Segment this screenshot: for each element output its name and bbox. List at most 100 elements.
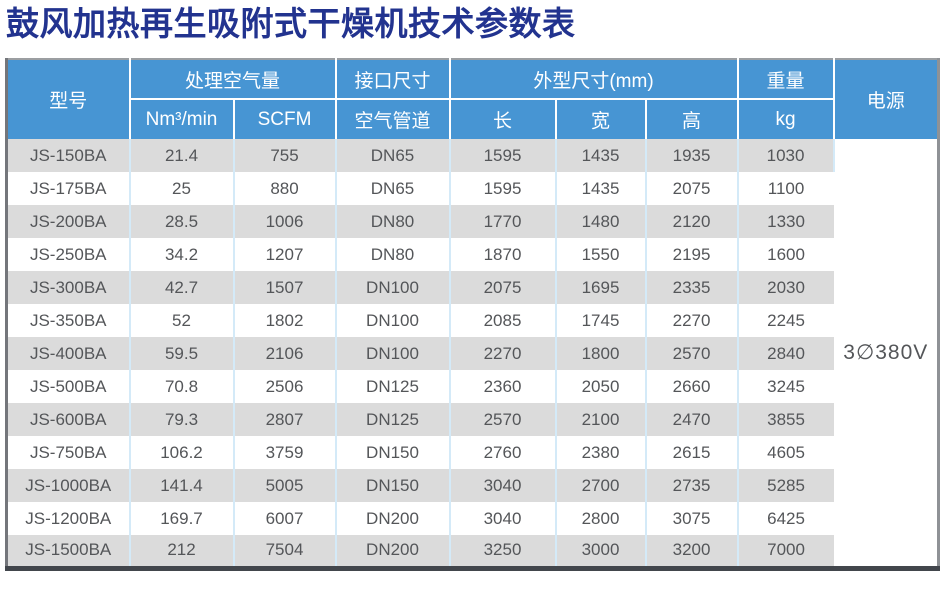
cell-height: 2270 [645, 304, 739, 337]
header-width: 宽 [555, 99, 647, 139]
table-row: JS-400BA 59.5 2106 DN100 2270 1800 2570 … [6, 337, 939, 370]
cell-length: 2075 [449, 271, 557, 304]
cell-height: 2120 [645, 205, 739, 238]
cell-height: 2195 [645, 238, 739, 271]
cell-scfm: 1507 [233, 271, 337, 304]
header-air-pipe: 空气管道 [335, 99, 451, 139]
cell-scfm: 7504 [233, 535, 337, 568]
page-title: 鼓风加热再生吸附式干燥机技术参数表 [6, 5, 576, 42]
cell-model: JS-175BA [6, 172, 131, 205]
cell-nm3min: 70.8 [129, 370, 235, 403]
cell-model: JS-400BA [6, 337, 131, 370]
cell-power-value: 3∅380V [833, 139, 939, 568]
cell-height: 2335 [645, 271, 739, 304]
header-dimensions-group: 外型尺寸(mm) [449, 59, 739, 100]
cell-air-pipe: DN125 [335, 403, 451, 436]
cell-air-pipe: DN200 [335, 502, 451, 535]
table-row: JS-200BA 28.5 1006 DN80 1770 1480 2120 1… [6, 205, 939, 238]
table-row: JS-250BA 34.2 1207 DN80 1870 1550 2195 1… [6, 238, 939, 271]
cell-length: 2760 [449, 436, 557, 469]
table-row: JS-1000BA 141.4 5005 DN150 3040 2700 273… [6, 469, 939, 502]
cell-model: JS-300BA [6, 271, 131, 304]
cell-weight: 1330 [737, 205, 834, 238]
cell-model: JS-350BA [6, 304, 131, 337]
cell-nm3min: 28.5 [129, 205, 235, 238]
cell-weight: 6425 [737, 502, 834, 535]
header-row-groups: 型号 处理空气量 接口尺寸 外型尺寸(mm) 重量 电源 [6, 59, 939, 139]
cell-air-pipe: DN100 [335, 271, 451, 304]
cell-scfm: 880 [233, 172, 337, 205]
table-row: JS-350BA 52 1802 DN100 2085 1745 2270 22… [6, 304, 939, 337]
cell-air-pipe: DN65 [335, 172, 451, 205]
cell-scfm: 1207 [233, 238, 337, 271]
cell-model: JS-150BA [6, 139, 131, 172]
cell-width: 1435 [555, 139, 647, 172]
cell-height: 3075 [645, 502, 739, 535]
cell-width: 2700 [555, 469, 647, 502]
cell-length: 3040 [449, 469, 557, 502]
cell-weight: 1100 [737, 172, 834, 205]
cell-model: JS-250BA [6, 238, 131, 271]
cell-weight: 1030 [737, 139, 835, 172]
spec-table: 型号 处理空气量 接口尺寸 外型尺寸(mm) 重量 电源 Nm³/min SCF… [5, 58, 941, 571]
cell-width: 2800 [555, 502, 647, 535]
cell-air-pipe: DN150 [335, 436, 451, 469]
header-air-volume-group: 处理空气量 [129, 59, 337, 100]
cell-nm3min: 59.5 [129, 337, 235, 370]
cell-length: 3040 [449, 502, 557, 535]
cell-air-pipe: DN100 [335, 304, 451, 337]
cell-length: 1770 [449, 205, 557, 238]
cell-scfm: 6007 [233, 502, 337, 535]
cell-width: 1800 [555, 337, 647, 370]
header-weight-group: 重量 [737, 59, 835, 100]
table-row: JS-175BA 25 880 DN65 1595 1435 2075 1100 [6, 172, 939, 205]
table-row: JS-150BA 21.4 755 DN65 1595 1435 1935 10… [6, 139, 939, 568]
table-header: 型号 处理空气量 接口尺寸 外型尺寸(mm) 重量 电源 Nm³/min SCF… [6, 59, 939, 139]
cell-width: 1480 [555, 205, 647, 238]
cell-air-pipe: DN80 [335, 238, 451, 271]
cell-nm3min: 106.2 [129, 436, 235, 469]
cell-weight: 1600 [737, 238, 834, 271]
header-height: 高 [645, 99, 739, 139]
cell-width: 3000 [555, 535, 647, 568]
cell-width: 2100 [555, 403, 647, 436]
cell-scfm: 5005 [233, 469, 337, 502]
cell-model: JS-1200BA [6, 502, 131, 535]
cell-model: JS-1500BA [6, 535, 131, 568]
cell-nm3min: 21.4 [129, 139, 235, 172]
table-body: JS-150BA 21.4 755 DN65 1595 1435 1935 10… [6, 139, 939, 568]
cell-model: JS-200BA [6, 205, 131, 238]
cell-width: 1550 [555, 238, 647, 271]
header-kg: kg [737, 99, 835, 139]
cell-nm3min: 79.3 [129, 403, 235, 436]
cell-length: 1870 [449, 238, 557, 271]
cell-weight: 5285 [737, 469, 834, 502]
cell-scfm: 2807 [233, 403, 337, 436]
table-row: JS-500BA 70.8 2506 DN125 2360 2050 2660 … [6, 370, 939, 403]
cell-scfm: 3759 [233, 436, 337, 469]
cell-scfm: 755 [233, 139, 337, 172]
cell-air-pipe: DN200 [335, 535, 451, 568]
cell-nm3min: 141.4 [129, 469, 235, 502]
cell-nm3min: 169.7 [129, 502, 235, 535]
cell-width: 1745 [555, 304, 647, 337]
header-model: 型号 [6, 59, 131, 139]
cell-weight: 3245 [737, 370, 834, 403]
cell-model: JS-600BA [6, 403, 131, 436]
cell-scfm: 1802 [233, 304, 337, 337]
cell-width: 1435 [555, 172, 647, 205]
cell-scfm: 1006 [233, 205, 337, 238]
cell-air-pipe: DN65 [335, 139, 451, 172]
table-row: JS-1500BA 212 7504 DN200 3250 3000 3200 … [6, 535, 939, 568]
cell-model: JS-750BA [6, 436, 131, 469]
cell-air-pipe: DN150 [335, 469, 451, 502]
cell-height: 2470 [645, 403, 739, 436]
table-row: JS-600BA 79.3 2807 DN125 2570 2100 2470 … [6, 403, 939, 436]
cell-model: JS-1000BA [6, 469, 131, 502]
cell-height: 2660 [645, 370, 739, 403]
cell-model: JS-500BA [6, 370, 131, 403]
cell-weight: 2245 [737, 304, 834, 337]
cell-nm3min: 52 [129, 304, 235, 337]
header-interface-group: 接口尺寸 [335, 59, 451, 100]
